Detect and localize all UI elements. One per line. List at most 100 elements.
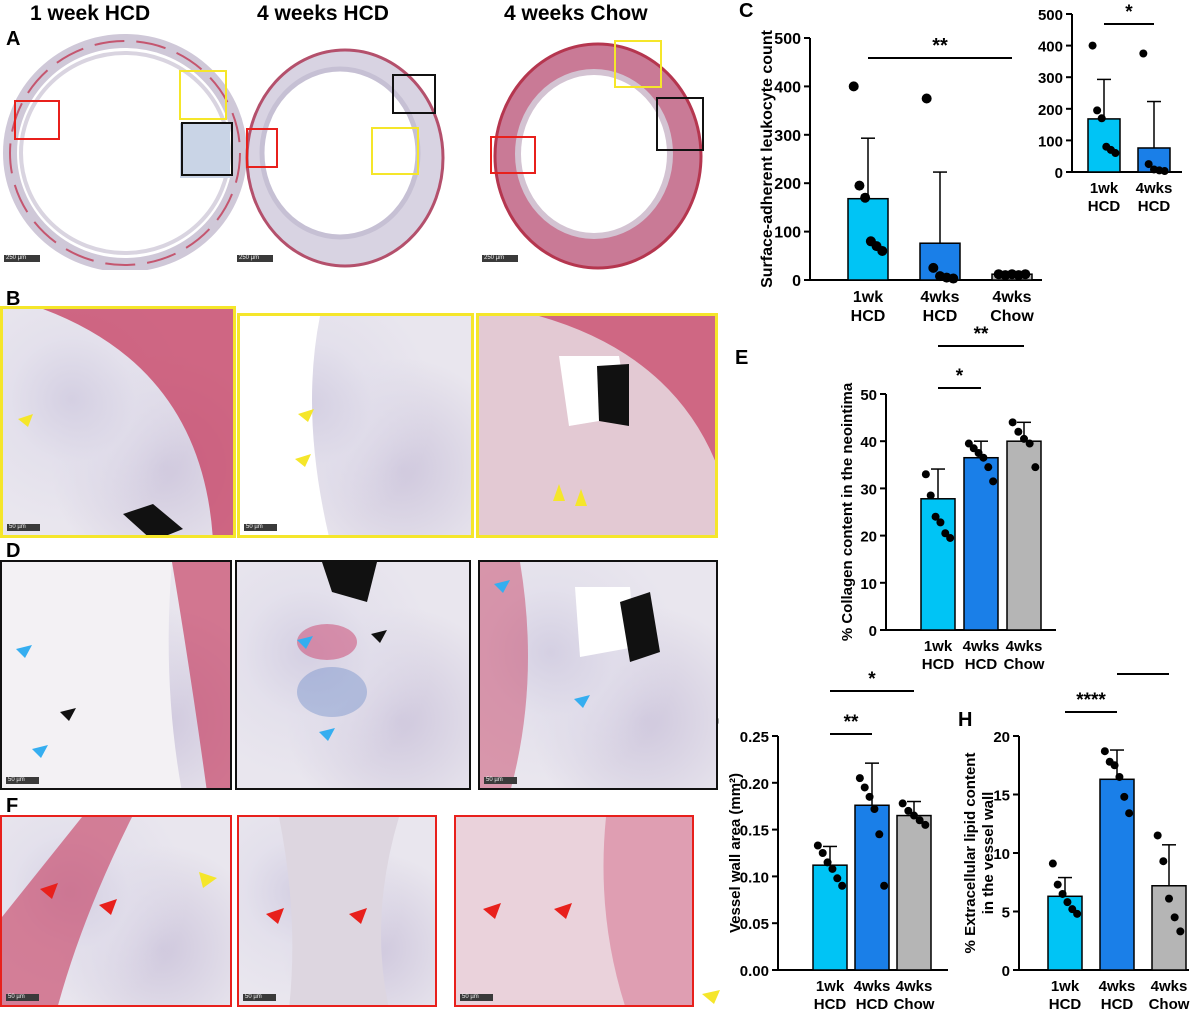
y-tick-label: 0 (1002, 963, 1010, 980)
x-tick-label: HCD (814, 996, 847, 1009)
y-axis-label: % Collagen content in the neointima (839, 382, 856, 641)
panel-label-e: E (735, 347, 749, 369)
arrowhead-cyan (32, 745, 48, 758)
x-tick-label: HCD (923, 308, 958, 325)
data-point (915, 816, 924, 825)
data-point (921, 93, 932, 104)
y-tick-label: 10 (993, 846, 1010, 863)
arrowhead-yellow-f (702, 990, 720, 1004)
panel-label-c: C (739, 0, 754, 22)
data-point (1111, 149, 1120, 158)
data-point (1100, 747, 1109, 756)
data-point (854, 180, 865, 191)
data-point (828, 864, 837, 873)
data-point (1144, 160, 1153, 169)
data-point (877, 245, 888, 256)
roi-box-black-2 (392, 74, 436, 114)
data-point (838, 881, 847, 890)
chart-e-collagen: 0 10 20 30 40 50% Collagen content in the neo… (839, 324, 1056, 673)
x-tick-label: 1wk (853, 289, 883, 306)
y-tick-label: 10 (860, 576, 877, 593)
y-tick-label: 0.15 (740, 823, 769, 840)
data-point (860, 192, 871, 203)
data-point (904, 806, 913, 815)
x-tick-label: 1wk (816, 978, 845, 995)
bar (963, 456, 999, 631)
x-tick-label: HCD (965, 656, 998, 673)
roi-box-red-1 (14, 100, 60, 140)
arrowhead-cyan (574, 695, 590, 708)
x-tick-label: 4wks (1136, 180, 1173, 197)
data-point (1160, 167, 1169, 176)
data-point (1008, 418, 1017, 427)
data-point (1097, 114, 1106, 123)
roi-box-black-1 (181, 122, 233, 176)
y-axis-label: Surface-adherent leukocyte count (759, 29, 776, 288)
data-point (1073, 909, 1082, 918)
y-tick-label: 20 (993, 729, 1010, 746)
data-point (1020, 434, 1028, 443)
data-point (1110, 761, 1119, 770)
data-point (1063, 898, 1072, 907)
header-1-week-hcd: 1 week HCD (30, 2, 151, 25)
arrowhead-cyan (297, 636, 313, 649)
arrowhead-red (483, 903, 501, 919)
data-point (1153, 831, 1162, 840)
data-point (1120, 792, 1129, 801)
bar (1006, 440, 1042, 631)
arrowhead-yellow (18, 414, 33, 427)
panel-d-1wk: 50 µm (0, 560, 232, 790)
data-point (946, 533, 955, 542)
roi-box-yellow-2 (371, 127, 419, 175)
data-point (1115, 772, 1124, 781)
data-point (928, 262, 939, 273)
data-point (1014, 427, 1023, 436)
data-point (1165, 894, 1173, 903)
data-point (1020, 269, 1031, 280)
data-point (880, 881, 889, 890)
scalebar-f2: 50 µm (243, 994, 276, 1001)
arrowhead-yellow (199, 872, 217, 888)
x-tick-label: 4wks (1006, 638, 1043, 655)
y-tick-label: 15 (993, 788, 1010, 805)
y-tick-label: 0.00 (740, 963, 769, 980)
significance-label: **** (1076, 690, 1106, 711)
data-point (870, 805, 879, 814)
panel-f-4wk-hcd: 50 µm (237, 815, 437, 1007)
arrowhead-yellow (575, 489, 587, 506)
y-tick-label: 0 (869, 623, 877, 640)
panel-label-h: H (958, 709, 973, 731)
scalebar-b2: 50 µm (244, 524, 277, 531)
data-point (1025, 439, 1034, 448)
panel-b-4wk-hcd: 50 µm (237, 313, 474, 538)
x-tick-label: HCD (856, 996, 889, 1009)
panel-a-cross-sections (3, 34, 704, 270)
data-point (1139, 49, 1148, 58)
chart-g-vessel-wall-area: 0.00 0.05 0.10 0.15 0.20 0.25 Vessel wall area… (727, 669, 948, 1009)
data-point (860, 783, 869, 792)
y-tick-label: 5 (1002, 905, 1010, 922)
x-tick-label: HCD (1101, 996, 1134, 1009)
panel-label-d: D (6, 540, 21, 562)
panel-f-4wk-chow: 50 µm (454, 815, 694, 1007)
y-tick-label: 400 (1038, 39, 1063, 56)
y-tick-label: 100 (1038, 133, 1063, 150)
x-tick-label: HCD (922, 656, 955, 673)
panel-label-b: B (6, 288, 21, 310)
x-tick-label: HCD (851, 308, 886, 325)
data-point (926, 491, 935, 500)
data-point (1125, 809, 1134, 818)
x-tick-label: 4wks (963, 638, 1000, 655)
x-tick-label: Chow (894, 996, 935, 1009)
significance-label: ** (974, 324, 989, 345)
arrowhead-black (60, 708, 76, 721)
x-tick-label: 4wks (854, 978, 891, 995)
panel-label-a: A (6, 28, 21, 50)
y-tick-label: 300 (774, 128, 801, 145)
x-tick-label: 4wks (1151, 978, 1188, 995)
data-point (948, 273, 959, 284)
significance-label: * (956, 366, 964, 387)
arrowhead-red (40, 883, 58, 899)
roi-box-yellow-3 (614, 40, 662, 88)
